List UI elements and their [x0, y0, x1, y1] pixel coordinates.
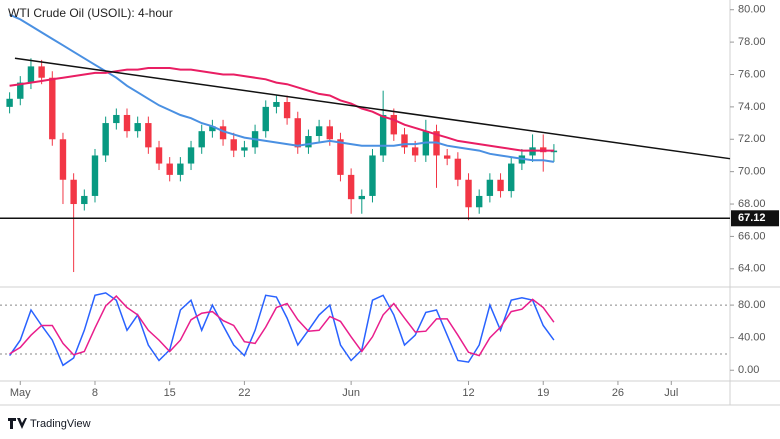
- x-tick-label: 12: [462, 387, 474, 399]
- oscillator-line: [9, 295, 555, 357]
- support-label: 67.12: [738, 212, 766, 224]
- candle-body: [230, 139, 237, 151]
- footer-brand: TradingView: [30, 418, 91, 430]
- candle-body: [219, 126, 227, 140]
- candle-body: [508, 163, 515, 192]
- candle-body: [550, 150, 558, 153]
- candle-body: [123, 114, 131, 132]
- candle-body: [38, 66, 45, 78]
- trendline: [14, 57, 731, 160]
- candle-body: [113, 114, 120, 124]
- candle-body: [262, 106, 269, 132]
- candle-body: [379, 114, 387, 156]
- candle-body: [337, 139, 344, 175]
- x-tick-label: 26: [612, 387, 624, 399]
- osc-y-tick-label: 40.00: [738, 332, 766, 344]
- candle-body: [475, 195, 483, 208]
- candle-body: [209, 126, 216, 132]
- x-tick-label: 19: [537, 387, 549, 399]
- candle-body: [59, 139, 67, 180]
- candle-body: [315, 126, 323, 137]
- candle-body: [81, 195, 88, 205]
- candle-body: [273, 102, 280, 107]
- candle-body: [347, 174, 355, 200]
- x-tick-label: May: [10, 387, 31, 399]
- y-tick-label: 68.00: [738, 198, 766, 210]
- candle-body: [241, 147, 248, 151]
- y-tick-label: 70.00: [738, 166, 766, 178]
- y-tick-label: 80.00: [738, 4, 766, 16]
- chart-title: WTI Crude Oil (USOIL): 4-hour: [8, 6, 173, 20]
- candle-body: [326, 126, 333, 140]
- candle-body: [177, 163, 184, 175]
- support-label-box: [731, 210, 779, 227]
- x-tick-label: 15: [164, 387, 176, 399]
- candle-body: [411, 147, 419, 156]
- candle-body: [6, 98, 13, 107]
- x-tick-label: Jul: [664, 387, 678, 399]
- x-tick-label: Jun: [342, 387, 360, 399]
- plot-area: 64.00 66.00 68.00 70.00 72.00 74.00 76.00 78.00…: [0, 4, 779, 399]
- candle-body: [305, 136, 312, 148]
- osc-y-tick-label: 80.00: [738, 299, 766, 311]
- candle-body: [465, 179, 472, 208]
- candle-body: [49, 77, 56, 140]
- candle-body: [390, 114, 398, 135]
- moving-average: [9, 67, 554, 152]
- candle-body: [166, 163, 173, 175]
- candle-body: [497, 179, 504, 192]
- candle-body: [401, 134, 408, 148]
- logo: [8, 418, 27, 429]
- y-tick-label: 76.00: [738, 68, 766, 80]
- y-tick-label: 66.00: [738, 230, 766, 242]
- candle-body: [369, 155, 376, 196]
- candle-body: [294, 118, 301, 148]
- x-tick-label: 22: [238, 387, 250, 399]
- candle-body: [198, 131, 205, 148]
- candle-body: [17, 82, 24, 99]
- candle-body: [145, 123, 152, 148]
- candle-body: [155, 147, 163, 164]
- y-tick-label: 74.00: [738, 101, 766, 113]
- y-tick-label: 64.00: [738, 263, 766, 275]
- y-tick-label: 78.00: [738, 36, 766, 48]
- candle-body: [70, 179, 77, 205]
- y-tick-label: 72.00: [738, 133, 766, 145]
- candle-body: [486, 179, 494, 196]
- candle-body: [454, 158, 462, 180]
- candle-body: [27, 66, 35, 83]
- candle-body: [134, 123, 141, 132]
- candle-body: [102, 123, 109, 156]
- candle-body: [443, 155, 451, 159]
- candle-body: [91, 155, 99, 196]
- candle-body: [187, 147, 195, 164]
- osc-y-tick-label: 0.00: [738, 364, 759, 376]
- candle-body: [358, 195, 365, 200]
- candle-body: [283, 102, 291, 119]
- moving-average: [9, 13, 555, 163]
- oscillator-line: [8, 292, 555, 367]
- x-tick-label: 8: [92, 387, 98, 399]
